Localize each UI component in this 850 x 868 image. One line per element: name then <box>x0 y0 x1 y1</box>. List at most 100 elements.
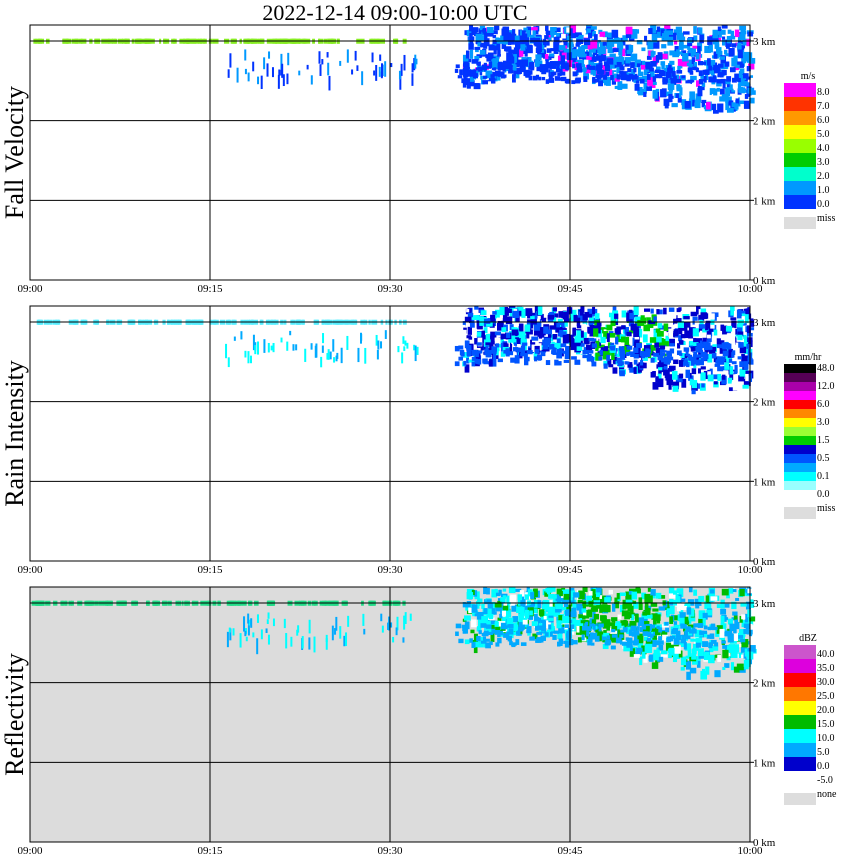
echo-cell <box>339 626 342 639</box>
panel-title: Reflectivity <box>0 653 29 776</box>
echo-cell <box>600 336 606 344</box>
echo-cell <box>656 331 661 340</box>
echo-cell <box>681 634 685 641</box>
echo-cell <box>737 83 742 91</box>
echo-cell <box>650 628 656 632</box>
echo-cell <box>587 353 592 358</box>
echo-cell <box>479 49 486 55</box>
echo-cell <box>668 307 675 312</box>
echo-cell <box>586 595 593 605</box>
echo-cell <box>726 83 731 88</box>
echo-cell <box>483 587 488 595</box>
echo-cell <box>627 637 633 643</box>
echo-cell <box>586 626 592 632</box>
echo-cell <box>689 629 694 634</box>
echo-cell <box>354 50 357 61</box>
echo-cell <box>522 30 526 36</box>
echo-cell <box>650 624 656 629</box>
echo-cell <box>513 54 517 63</box>
echo-cell <box>634 316 641 322</box>
echo-cell <box>502 62 509 67</box>
echo-cell <box>644 600 649 610</box>
echo-cell <box>595 340 600 349</box>
echo-cell <box>650 51 655 58</box>
echo-cell <box>637 617 645 627</box>
echo-cell <box>388 616 391 631</box>
echo-cell <box>475 351 479 358</box>
echo-cell <box>542 620 547 627</box>
echo-cell <box>697 622 704 628</box>
echo-cell <box>479 25 486 31</box>
echo-cell <box>483 631 487 635</box>
echo-cell <box>539 64 547 73</box>
echo-cell <box>733 615 738 621</box>
echo-cell <box>652 81 657 86</box>
echo-cell <box>477 350 483 354</box>
echo-cell <box>563 26 568 33</box>
echo-cell <box>346 49 349 63</box>
echo-cell <box>717 71 722 77</box>
echo-cell <box>490 314 496 322</box>
echo-cell <box>654 69 660 74</box>
echo-cell <box>680 666 685 671</box>
echo-cell <box>691 380 698 389</box>
echo-cell <box>541 76 546 81</box>
echo-cell <box>468 336 473 340</box>
echo-cell <box>536 43 542 53</box>
echo-cell <box>575 622 580 629</box>
echo-cell <box>476 626 482 632</box>
echo-cell <box>669 616 674 624</box>
echo-cell <box>686 62 691 66</box>
echo-cell <box>569 66 576 76</box>
echo-cell <box>602 31 608 38</box>
echo-cell <box>722 82 726 89</box>
echo-cell <box>657 309 663 315</box>
echo-cell <box>625 34 632 38</box>
echo-cell <box>281 63 284 78</box>
echo-cell <box>691 344 699 351</box>
echo-cell <box>713 329 718 336</box>
echo-cell <box>525 74 531 78</box>
echo-cell <box>505 46 512 52</box>
echo-cell <box>569 590 576 597</box>
echo-cell <box>619 354 625 360</box>
echo-cell <box>591 619 597 626</box>
echo-cell <box>553 611 561 617</box>
echo-cell <box>286 73 289 85</box>
echo-cell <box>721 29 726 35</box>
legend-swatch <box>784 364 816 373</box>
echo-cell <box>617 81 623 90</box>
y-tick-label: 2 km <box>753 397 776 409</box>
echo-cell <box>733 627 737 634</box>
echo-cell <box>380 341 383 349</box>
echo-cell <box>676 589 681 594</box>
echo-cell <box>326 353 329 360</box>
echo-cell <box>722 94 729 102</box>
echo-cell <box>626 331 632 337</box>
echo-cell <box>464 78 471 82</box>
echo-cell <box>321 345 324 353</box>
echo-cell <box>746 344 751 349</box>
echo-cell <box>590 642 595 646</box>
echo-cell <box>669 348 675 354</box>
echo-cell <box>378 66 381 77</box>
echo-cell <box>576 346 583 351</box>
echo-cell <box>592 70 596 76</box>
echo-cell <box>694 656 701 661</box>
echo-cell <box>461 624 467 629</box>
echo-cell <box>308 619 311 634</box>
echo-cell <box>702 641 709 648</box>
echo-cell <box>492 71 498 77</box>
echo-cell <box>527 310 533 319</box>
echo-cell <box>553 37 560 43</box>
echo-cell <box>411 73 414 86</box>
echo-cell <box>301 636 304 649</box>
echo-cell <box>488 615 494 620</box>
echo-cell <box>464 639 470 645</box>
echo-cell <box>550 30 555 38</box>
echo-cell <box>704 61 709 66</box>
echo-cell <box>518 613 524 623</box>
echo-cell <box>396 616 399 631</box>
echo-cell <box>519 61 523 67</box>
echo-cell <box>651 613 658 620</box>
